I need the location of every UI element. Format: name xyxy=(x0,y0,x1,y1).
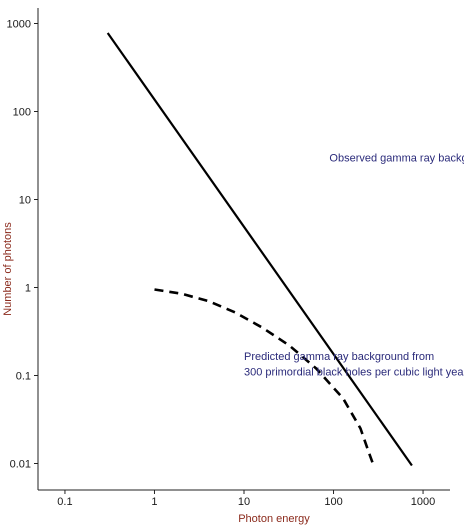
y-axis-label: Number of photons xyxy=(2,222,14,316)
x-axis-label: Photon energy xyxy=(238,513,310,525)
y-tick-label: 0.1 xyxy=(16,371,31,383)
y-tick-label: 1000 xyxy=(7,18,31,30)
annotations: Observed gamma ray background Predicted g… xyxy=(244,153,464,379)
y-tick-label: 100 xyxy=(13,106,31,118)
y-ticks: 0.01 0.1 1 10 100 1000 xyxy=(7,18,38,471)
predicted-series-line xyxy=(154,288,375,466)
x-tick-label: 100 xyxy=(324,496,342,508)
axes xyxy=(37,8,450,491)
x-tick-label: 10 xyxy=(238,496,250,508)
chart-annotation: 300 primordial black holes per cubic lig… xyxy=(244,367,464,379)
chart-annotation: Predicted gamma ray background from xyxy=(244,351,434,363)
x-tick-label: 0.1 xyxy=(57,496,72,508)
y-tick-label: 0.01 xyxy=(10,459,31,471)
chart-annotation: Observed gamma ray background xyxy=(329,153,464,165)
observed-series-line xyxy=(106,32,413,467)
y-tick-label: 10 xyxy=(19,195,31,207)
x-ticks: 0.1 1 10 100 1000 xyxy=(57,490,435,508)
x-tick-label: 1000 xyxy=(411,496,435,508)
x-tick-label: 1 xyxy=(151,496,157,508)
y-tick-label: 1 xyxy=(25,283,31,295)
series xyxy=(106,32,413,467)
